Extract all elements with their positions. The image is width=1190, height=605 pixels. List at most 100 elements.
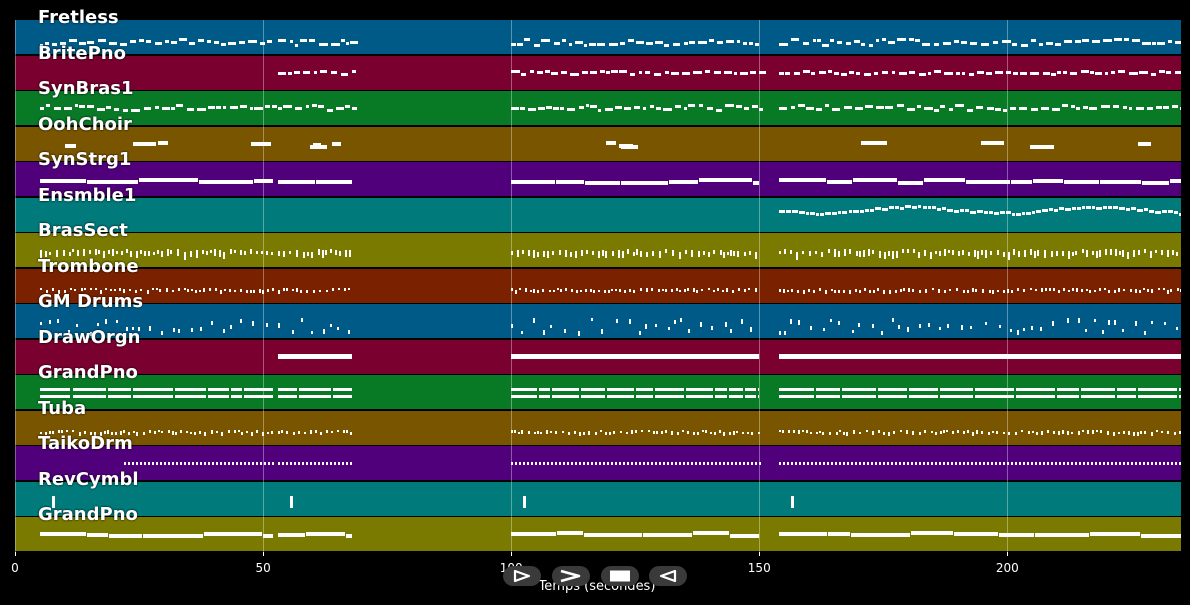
note [1037, 249, 1040, 256]
note [286, 287, 289, 292]
note [883, 290, 886, 294]
track-lane[interactable] [15, 481, 1181, 516]
track-lane[interactable] [15, 91, 1181, 125]
note [588, 43, 596, 46]
track-lane[interactable] [15, 517, 1181, 551]
note [715, 395, 728, 398]
track-lane[interactable] [15, 268, 1181, 303]
note [132, 326, 135, 330]
track-name-label: OohChoir [38, 113, 132, 135]
note [868, 290, 871, 293]
note [999, 324, 1002, 328]
track-lane[interactable] [15, 446, 1181, 480]
note [1051, 320, 1054, 326]
note [204, 432, 207, 437]
track-lane[interactable] [15, 126, 1181, 161]
fast-forward-button[interactable] [552, 566, 590, 586]
note [1113, 205, 1118, 209]
note [931, 462, 934, 465]
note [299, 289, 302, 293]
track-lane[interactable] [15, 410, 1181, 445]
note [682, 430, 685, 433]
note [672, 43, 680, 46]
note [1135, 462, 1138, 465]
note [954, 209, 960, 213]
note [818, 70, 826, 74]
note [795, 462, 798, 465]
note [244, 462, 247, 465]
note [711, 462, 714, 465]
note [67, 330, 70, 335]
note [1101, 105, 1110, 108]
note [56, 249, 59, 257]
track-lane[interactable] [15, 55, 1181, 90]
note [207, 106, 216, 109]
note [78, 431, 81, 436]
note [980, 43, 989, 46]
note [929, 251, 932, 260]
note [815, 432, 818, 435]
track-lane[interactable] [15, 197, 1181, 232]
note [557, 531, 583, 535]
note [1051, 108, 1061, 111]
note [171, 431, 174, 435]
note [727, 462, 730, 465]
track-lane[interactable] [15, 233, 1181, 267]
track-lane[interactable] [15, 162, 1181, 196]
note [837, 210, 841, 214]
note [640, 251, 643, 257]
track-lane[interactable] [15, 304, 1181, 338]
note [931, 205, 937, 209]
note [196, 462, 199, 465]
note [1116, 395, 1137, 398]
note [813, 290, 816, 294]
track-lane[interactable] [15, 339, 1181, 374]
note [533, 250, 536, 258]
note [693, 70, 703, 74]
note [1075, 287, 1078, 292]
note [277, 290, 280, 295]
note [104, 430, 107, 435]
stop-button[interactable] [601, 566, 639, 586]
note [143, 431, 146, 435]
note [1009, 328, 1012, 332]
note [210, 249, 213, 254]
note [216, 430, 219, 434]
note [1179, 288, 1181, 293]
note [204, 462, 207, 465]
note [337, 462, 340, 465]
note [806, 430, 809, 434]
note [107, 395, 132, 398]
note [621, 251, 624, 259]
note [785, 209, 792, 213]
note [701, 430, 704, 433]
note [724, 70, 733, 74]
note [317, 105, 325, 108]
note [313, 290, 316, 294]
note [127, 431, 130, 435]
note [1163, 462, 1166, 465]
track-lane[interactable] [15, 20, 1181, 54]
note [661, 288, 664, 291]
note [1007, 289, 1010, 293]
note [677, 431, 680, 435]
note [87, 41, 95, 44]
rewind-button[interactable] [649, 566, 687, 586]
note [654, 388, 685, 391]
note [817, 39, 822, 42]
note [962, 290, 965, 293]
note [873, 289, 876, 293]
note [787, 289, 790, 293]
note [759, 462, 762, 465]
note [187, 288, 190, 293]
note [782, 289, 785, 293]
note [82, 249, 85, 256]
note [511, 395, 538, 398]
track-lane[interactable] [15, 375, 1181, 409]
note [344, 250, 347, 258]
note [679, 318, 682, 323]
note [1170, 289, 1173, 293]
play-button[interactable] [503, 566, 541, 586]
note [139, 39, 145, 42]
note [974, 395, 1015, 398]
